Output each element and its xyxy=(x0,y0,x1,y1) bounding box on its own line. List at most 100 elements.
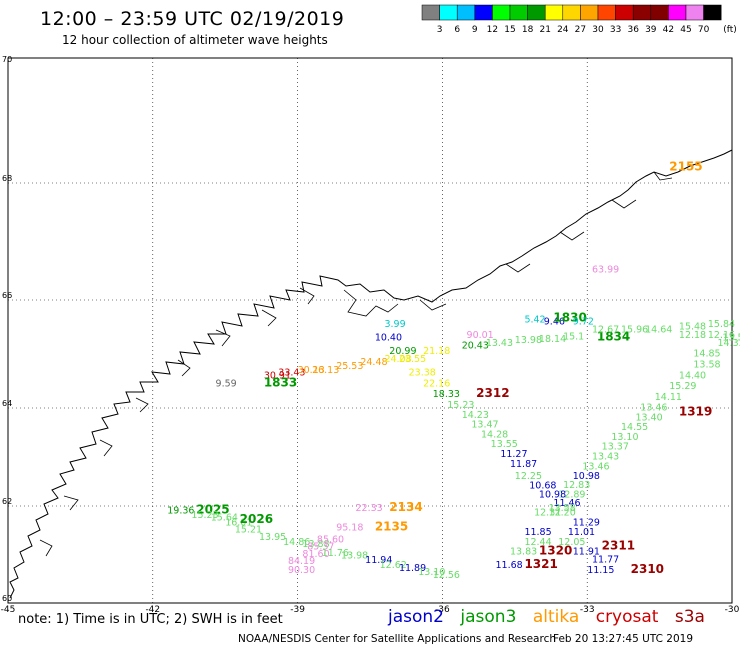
wave-height-label: 2312 xyxy=(476,386,509,400)
latitude-label: 66 xyxy=(2,291,12,300)
wave-height-label: 24.08 xyxy=(384,354,411,365)
color-scale-label: 70 xyxy=(698,25,710,35)
wave-height-label: 84.19 xyxy=(288,556,315,567)
wave-height-label: 10.98 xyxy=(573,471,600,482)
wave-height-label: 15.84 xyxy=(708,319,735,330)
wave-height-label: 2135 xyxy=(375,519,408,533)
wave-height-label: 13.58 xyxy=(549,503,576,514)
wave-height-label: 13.83 xyxy=(510,547,537,558)
wave-height-label: 15.64 xyxy=(211,513,238,524)
legend-jason3: jason3 xyxy=(460,607,517,627)
color-scale-label: 9 xyxy=(472,25,478,35)
color-scale-label: 30 xyxy=(592,25,604,35)
wave-height-label: 12.25 xyxy=(515,471,542,482)
color-scale-label: 24 xyxy=(557,25,569,35)
wave-height-label: 10.40 xyxy=(375,333,402,344)
wave-height-label: 14.40 xyxy=(679,370,706,381)
wave-height-label: 12.44 xyxy=(524,537,551,548)
wave-height-label: 11.89 xyxy=(399,563,426,574)
color-scale-unit: (ft) xyxy=(723,25,737,35)
wave-height-label: 13.98 xyxy=(341,550,368,561)
wave-height-label: 15.48 xyxy=(679,322,706,333)
map-gridlines xyxy=(8,58,732,603)
longitude-label: -45 xyxy=(1,605,16,615)
wave-height-label: 1834 xyxy=(597,330,630,344)
wave-height-label: 13.43 xyxy=(592,451,619,462)
generated-timestamp: Feb 20 13:27:45 UTC 2019 xyxy=(553,633,693,645)
wave-height-label: 12.83 xyxy=(563,480,590,491)
wave-height-label: 2310 xyxy=(631,562,664,576)
wave-height-label: 30.13 xyxy=(298,365,325,376)
wave-height-label: 15.1 xyxy=(563,331,584,342)
wave-height-label: 11.68 xyxy=(495,560,522,571)
wave-height-label: 22.16 xyxy=(423,378,450,389)
footer-note: note: 1) Time is in UTC; 2) SWH is in fe… xyxy=(18,612,283,627)
wave-height-label: 85.37 xyxy=(307,542,334,553)
wave-height-label: 15.29 xyxy=(669,381,696,392)
color-scale-label: 15 xyxy=(504,25,515,35)
color-scale-label: 39 xyxy=(645,25,657,35)
longitude-label: -39 xyxy=(290,605,305,615)
wave-height-label: 12.31 xyxy=(534,508,561,519)
wave-height-label: 1319 xyxy=(679,404,712,418)
wave-height-label: 2025 xyxy=(196,502,229,516)
wave-height-label: 11.87 xyxy=(510,459,537,470)
latitude-label: 68 xyxy=(2,174,12,183)
wave-height-label: 18.33 xyxy=(433,389,460,400)
page-subtitle: 12 hour collection of altimeter wave hei… xyxy=(62,33,328,47)
wave-height-label: 11.91 xyxy=(573,547,600,558)
wave-height-label: 11.29 xyxy=(573,517,600,528)
longitude-label: -36 xyxy=(435,605,450,615)
wave-height-label: 24.48 xyxy=(360,357,387,368)
wave-height-label: 1321 xyxy=(524,557,557,571)
color-scale-label: 33 xyxy=(610,25,621,35)
legend-altika: altika xyxy=(532,607,580,627)
wave-height-label: 14.55 xyxy=(621,422,648,433)
wave-height-label: 9.72 xyxy=(573,316,594,327)
legend-jason2: jason2 xyxy=(388,607,444,627)
longitude-label: -33 xyxy=(580,605,595,615)
wave-height-label: 20.43 xyxy=(462,341,489,352)
greenland-coastline xyxy=(9,149,733,599)
wave-height-label: 13.43 xyxy=(486,338,513,349)
wave-height-label: 63.99 xyxy=(592,265,619,276)
coastline-detail xyxy=(39,171,673,557)
wave-height-label: 13.95 xyxy=(259,532,286,543)
wave-height-label: 15.23 xyxy=(447,400,474,411)
wave-height-label: 11.15 xyxy=(587,565,614,576)
wave-height-label: 10.98 xyxy=(539,490,566,501)
color-scale-label: 36 xyxy=(627,25,639,35)
wave-height-label: 9.59 xyxy=(216,378,237,389)
wave-height-label: 13.55 xyxy=(491,439,518,450)
wave-height-label: 11.94 xyxy=(365,555,392,566)
wave-height-label: 11.77 xyxy=(592,555,619,566)
wave-height-label: 2134 xyxy=(389,500,422,514)
wave-height-label: 1830 xyxy=(553,311,586,325)
wave-height-label: 14.85 xyxy=(693,349,720,360)
page-title: 12:00 – 23:59 UTC 02/19/2019 xyxy=(40,8,345,30)
wave-height-label: 13.46 xyxy=(640,402,667,413)
latitude-label: 60 xyxy=(2,594,12,603)
wave-height-label: 13.47 xyxy=(471,420,498,431)
wave-height-label: 2311 xyxy=(602,539,635,553)
wave-height-label: 23.55 xyxy=(399,354,426,365)
color-scale-label: 18 xyxy=(522,25,534,35)
wave-height-label: 13.37 xyxy=(602,442,629,453)
map-frame xyxy=(7,57,733,604)
wave-height-label: 13.98 xyxy=(515,335,542,346)
wave-height-label: 11.76 xyxy=(322,548,349,559)
wave-height-label: 13.10 xyxy=(418,567,445,578)
wave-height-label: 21.18 xyxy=(423,346,450,357)
wave-height-label: 13.58 xyxy=(693,360,720,371)
wave-height-label: 13.55 xyxy=(722,333,740,344)
wave-height-label: 14.64 xyxy=(645,324,672,335)
latitude-label: 70 xyxy=(2,55,12,64)
wave-height-label: 3.99 xyxy=(384,319,405,330)
color-scale-label: 6 xyxy=(454,25,460,35)
wave-height-label: 30.91 xyxy=(264,370,291,381)
wave-height-label: 2026 xyxy=(240,512,273,526)
wave-height-label: 15.21 xyxy=(235,525,262,536)
wave-height-label: 13.46 xyxy=(582,461,609,472)
satellite-legend: jason2 jason3 altika cryosat s3a xyxy=(388,607,716,627)
